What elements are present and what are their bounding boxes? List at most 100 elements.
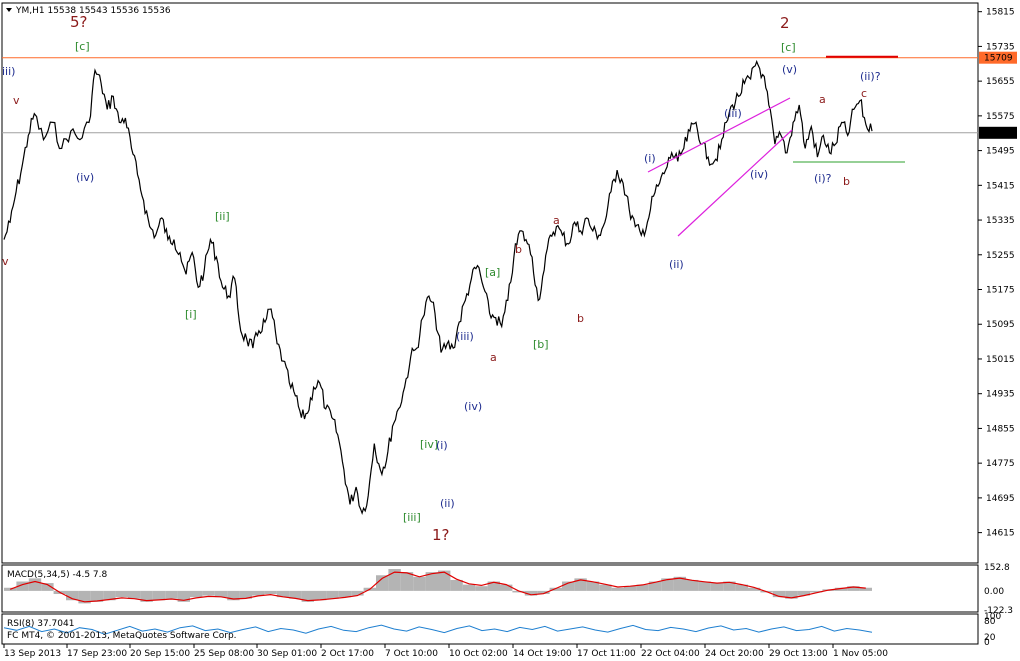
- x-tick-label: 2 Oct 17:00: [321, 649, 374, 659]
- macd-bar: [500, 584, 513, 591]
- macd-bar: [624, 586, 637, 591]
- wave-label: (i)?: [814, 172, 832, 185]
- wave-label: v: [13, 94, 20, 107]
- chart-header: YM,H1 15538 15543 15536 15536: [15, 6, 171, 16]
- wave-label: [i]: [185, 308, 197, 321]
- macd-bar: [562, 581, 575, 591]
- x-tick-label: 7 Oct 10:00: [385, 649, 438, 659]
- macd-bar: [190, 590, 203, 598]
- x-tick-label: 20 Sep 15:00: [130, 649, 190, 659]
- x-tick-label: 29 Oct 13:00: [769, 649, 828, 659]
- wave-label: [c]: [75, 40, 90, 53]
- macd-bar: [785, 590, 798, 599]
- macd-bar: [648, 581, 662, 591]
- y-tick-label: 15335: [986, 216, 1015, 226]
- wave-label: (iii): [724, 107, 742, 120]
- resistance-price-tag: [979, 51, 1017, 64]
- y-tick-label: 15735: [986, 42, 1015, 52]
- rsi-tick-label: 0: [984, 638, 990, 648]
- x-tick-label: 17 Oct 11:00: [577, 649, 636, 659]
- wave-label: [ii]: [215, 210, 230, 223]
- y-tick-label: 15095: [986, 320, 1015, 330]
- wave-label: [c]: [781, 41, 796, 54]
- triangle-down-icon[interactable]: [6, 8, 12, 12]
- wave-label: (i): [644, 152, 656, 165]
- wave-label: a: [553, 214, 560, 227]
- macd-bar: [326, 590, 339, 599]
- wave-label: (iv): [76, 171, 94, 184]
- macd-bar: [140, 590, 153, 602]
- macd-tick-label: -122.3: [984, 606, 1013, 616]
- y-tick-label: 15175: [986, 286, 1015, 296]
- wave-label: (ii)?: [860, 70, 881, 83]
- macd-bar: [810, 590, 823, 593]
- wave-label: [a]: [485, 266, 500, 279]
- macd-bar: [847, 586, 860, 591]
- macd-bar: [202, 590, 215, 596]
- macd-bar: [289, 590, 302, 599]
- y-tick-label: 15495: [986, 147, 1015, 157]
- macd-bar: [450, 579, 463, 591]
- wave-label: iii): [2, 65, 15, 78]
- y-axis: 15815 15735 15655 15575 15495 15415 15335 15255…: [978, 8, 1017, 539]
- macd-bar: [611, 587, 624, 591]
- wave-label: (iv): [464, 400, 482, 413]
- macd-bar: [438, 570, 451, 591]
- macd-signal-line: [9, 571, 866, 603]
- macd-bar: [78, 590, 91, 604]
- x-tick-label: 24 Oct 20:00: [705, 649, 764, 659]
- macd-bar: [4, 587, 17, 591]
- channel-lower-line: [677, 129, 793, 237]
- macd-bar: [636, 584, 649, 591]
- macd-bar: [177, 590, 190, 602]
- macd-bar: [710, 583, 724, 591]
- main-pane: [2, 55, 978, 515]
- macd-bar: [301, 590, 314, 602]
- macd-bar: [351, 590, 364, 596]
- wave-label: b: [515, 243, 522, 256]
- macd-bar: [599, 584, 612, 591]
- wave-label: 2: [780, 14, 790, 32]
- wave-annotations: 5? 2 1? [c] [c] [ii] [i] [iv] [iii] [a] [b] iii) (iv…: [2, 13, 881, 544]
- macd-bar: [227, 590, 240, 601]
- x-tick-label: 17 Sep 23:00: [67, 649, 127, 659]
- wave-label: [iii]: [403, 511, 421, 524]
- macd-pane-frame: [1, 564, 979, 613]
- price-series-line: [3, 59, 873, 515]
- macd-bar: [574, 578, 587, 591]
- rsi-pane-frame: [1, 613, 979, 645]
- macd-bar: [103, 590, 116, 601]
- macd-tick-label: 152.8: [984, 563, 1010, 573]
- rsi-tick-label: 80: [984, 617, 996, 627]
- y-tick-label: 15415: [986, 181, 1015, 191]
- macd-bar: [41, 583, 54, 591]
- x-tick-label: 30 Sep 01:00: [257, 649, 317, 659]
- wave-label: c: [861, 87, 867, 100]
- macd-bar: [735, 584, 748, 591]
- current-price-label: 15536: [984, 129, 1013, 139]
- x-tick-label: 22 Oct 04:00: [641, 649, 700, 659]
- macd-tick-label: 0.00: [984, 587, 1004, 597]
- y-tick-label: 15015: [986, 355, 1015, 365]
- wave-label: a: [490, 351, 497, 364]
- macd-bar: [487, 581, 500, 591]
- wave-label: (ii): [440, 497, 455, 510]
- x-tick-label: 1 Nov 05:00: [833, 649, 888, 659]
- macd-bar: [28, 578, 42, 591]
- wave-label: b: [843, 175, 850, 188]
- macd-bar: [90, 590, 104, 602]
- macd-bar: [165, 590, 178, 599]
- macd-label: MACD(5,34,5) -4.5 7.8: [7, 570, 107, 580]
- macd-bar: [413, 576, 426, 591]
- wave-label: 5?: [70, 13, 88, 31]
- macd-pane: 152.8 0.00 -122.3: [4, 563, 1013, 616]
- rsi-tick-label: 20: [984, 633, 996, 643]
- current-price-tag: [979, 126, 1017, 139]
- copyright-label: FC MT4, © 2001-2013, MetaQuotes Software…: [7, 631, 237, 641]
- macd-bar: [537, 590, 550, 595]
- channel-upper-line: [647, 97, 791, 173]
- macd-bar: [834, 587, 848, 591]
- macd-bar: [16, 581, 29, 591]
- y-tick-label: 14695: [986, 494, 1015, 504]
